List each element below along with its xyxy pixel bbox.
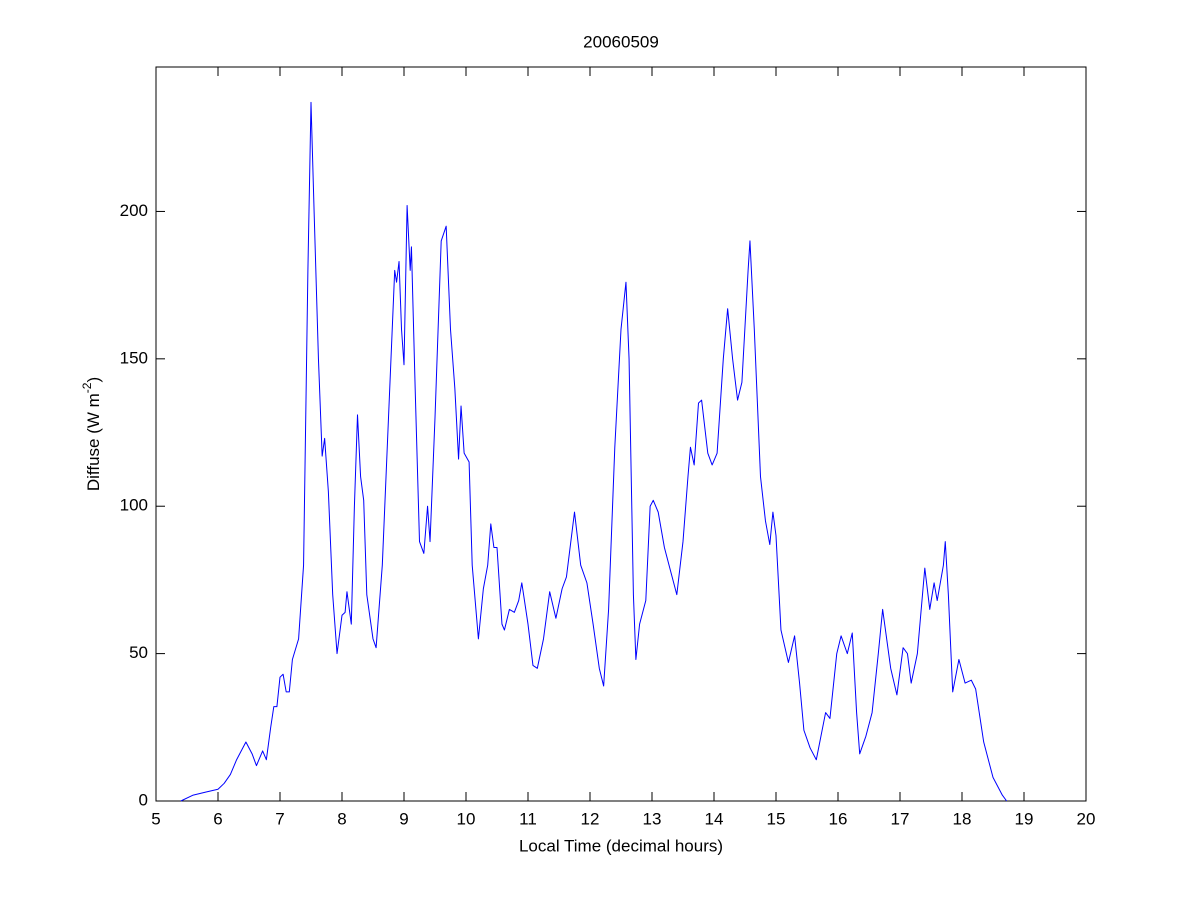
x-tick-label: 11	[519, 809, 537, 828]
x-tick-label: 16	[829, 809, 848, 828]
y-tick-label: 200	[120, 201, 148, 220]
x-tick-label: 19	[1015, 809, 1034, 828]
y-axis-label: Diffuse (W m-2)	[80, 377, 103, 491]
y-tick-label: 50	[129, 643, 148, 662]
x-tick-label: 15	[767, 809, 786, 828]
x-tick-label: 7	[275, 809, 284, 828]
x-axis-label: Local Time (decimal hours)	[519, 836, 723, 855]
chart-title: 20060509	[583, 32, 659, 51]
y-label-end: )	[84, 377, 103, 383]
y-tick-label: 0	[139, 790, 148, 809]
x-tick-label: 13	[643, 809, 662, 828]
y-tick-label: 100	[120, 496, 148, 515]
x-tick-label: 17	[891, 809, 910, 828]
data-line	[180, 101, 1008, 802]
plot-area	[155, 66, 1087, 802]
x-tick-label: 12	[581, 809, 600, 828]
x-tick-label: 6	[213, 809, 222, 828]
x-tick-label: 10	[457, 809, 476, 828]
y-tick-label: 150	[120, 348, 148, 367]
x-tick-label: 20	[1077, 809, 1096, 828]
x-tick-label: 8	[337, 809, 346, 828]
x-tick-label: 18	[953, 809, 972, 828]
x-tick-label: 9	[399, 809, 408, 828]
y-label-sup: -2	[80, 382, 94, 393]
x-tick-label: 14	[705, 809, 724, 828]
plot	[180, 101, 1008, 802]
y-label-text: Diffuse (W m	[84, 393, 103, 491]
x-tick-label: 5	[151, 809, 160, 828]
